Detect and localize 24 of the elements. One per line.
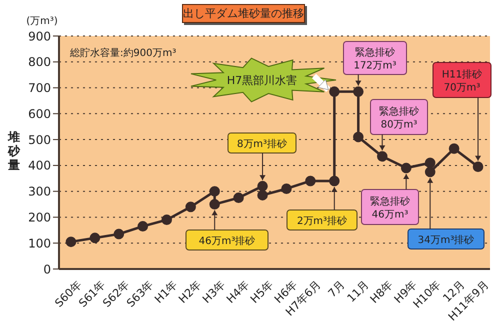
- annotation: 緊急排砂 80万m³: [379, 106, 419, 130]
- x-tick-label: 7月: [326, 278, 348, 300]
- annotation: 8万m³排砂: [236, 138, 288, 150]
- chart-title: 出し平ダム堆砂量の推移: [182, 4, 305, 23]
- annotation: 34万m³排砂: [418, 234, 474, 246]
- y-axis-title: 堆砂量: [7, 130, 21, 172]
- y-tick-label: 600: [28, 106, 51, 121]
- text: (万m³): [26, 16, 58, 27]
- y-tick-label: 900: [28, 29, 51, 44]
- annotation: H11排砂 70万m³: [442, 68, 482, 94]
- y-tick-label: 400: [28, 158, 51, 173]
- annotation: 総貯水容量:約900万m³: [69, 47, 176, 59]
- y-tick-label: 300: [28, 184, 51, 199]
- y-tick-label: 100: [28, 236, 51, 250]
- annotation: 2万m³排砂: [296, 215, 348, 227]
- annotation: 緊急排砂 172万m³: [354, 46, 396, 72]
- annotation: 緊急排砂 46万m³: [370, 196, 410, 220]
- y-tick-label: 200: [28, 210, 51, 224]
- annotation: H7黒部川水害: [226, 74, 298, 87]
- y-tick-label: 800: [28, 55, 51, 70]
- y-tick-label: 0: [43, 262, 51, 276]
- y-tick-label: 500: [28, 132, 51, 147]
- y-tick-label: 700: [28, 81, 51, 96]
- annotation: 46万m³排砂: [198, 235, 256, 247]
